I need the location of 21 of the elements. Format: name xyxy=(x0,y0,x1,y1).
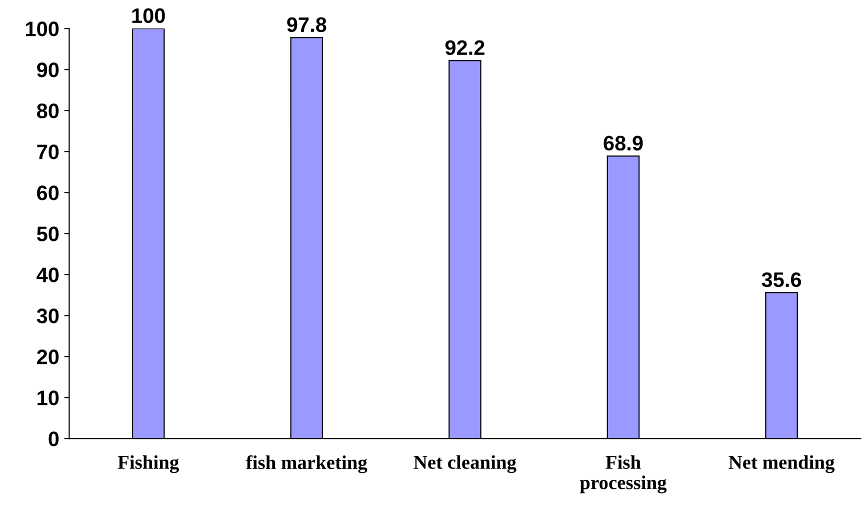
data-label: 100 xyxy=(132,8,165,24)
y-tick-label: 90 xyxy=(37,62,59,78)
data-label: 97.8 xyxy=(287,17,326,32)
x-tick-label: fish marketing xyxy=(246,455,368,474)
y-tick-label: 70 xyxy=(37,144,59,160)
y-tick-label: 100 xyxy=(26,22,59,36)
y-tick-label: 40 xyxy=(36,268,59,282)
y-tick-label: 80 xyxy=(36,104,59,118)
x-tick-label: Net mending xyxy=(728,455,835,474)
y-tick-label: 20 xyxy=(37,350,59,364)
x-tick-label: Fish processing xyxy=(580,455,667,494)
y-tick-label: 0 xyxy=(48,432,59,446)
y-tick-label: 50 xyxy=(36,226,59,242)
data-label: 35.6 xyxy=(762,272,802,288)
y-tick-label: 30 xyxy=(36,308,59,324)
y-tick-label: 10 xyxy=(38,390,59,406)
y-tick-label: 60 xyxy=(37,186,59,200)
x-tick-label: Fishing xyxy=(118,455,179,474)
data-label: 92.2 xyxy=(445,40,484,56)
x-tick-label: Net cleaning xyxy=(414,455,516,474)
data-label: 68.9 xyxy=(604,136,643,151)
